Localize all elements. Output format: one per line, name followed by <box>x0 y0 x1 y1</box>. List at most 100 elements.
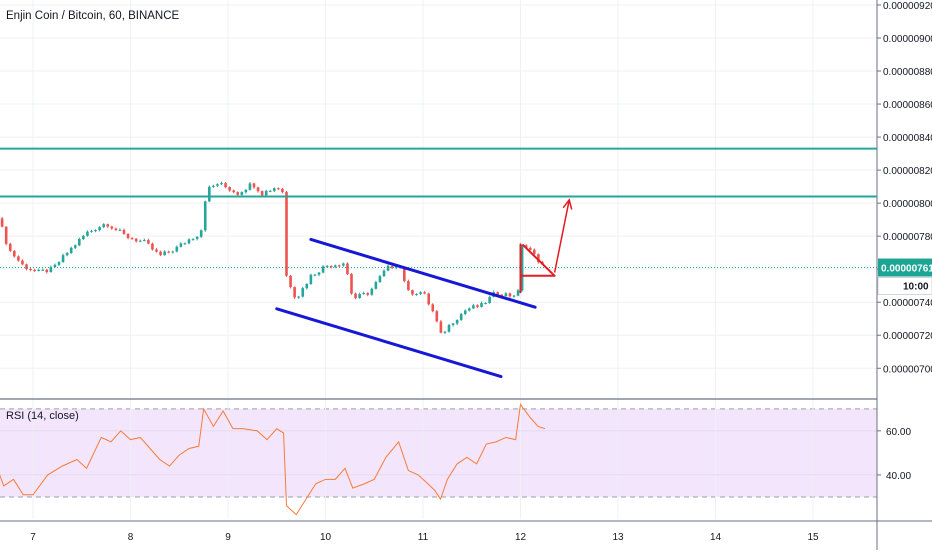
candle-body <box>346 263 349 275</box>
candle-body <box>427 293 430 305</box>
candle-body <box>220 183 223 185</box>
candle-body <box>183 243 187 245</box>
channel-lower-line <box>275 307 503 379</box>
candle-body <box>118 229 122 231</box>
candle-body <box>8 243 12 251</box>
candle-body <box>134 238 138 242</box>
candle-body <box>244 189 248 193</box>
price-tick-label: 0.00000880 <box>883 67 932 78</box>
candle-body <box>86 231 89 236</box>
chart-title: Enjin Coin / Bitcoin, 60, BINANCE <box>6 10 180 22</box>
candle-body <box>195 236 199 239</box>
candle-body <box>329 265 333 267</box>
candle-body <box>208 186 211 202</box>
candle-body <box>350 274 353 294</box>
candle-body <box>411 290 414 295</box>
candle-body <box>212 185 215 187</box>
candle-body <box>419 292 422 294</box>
candle-body <box>61 255 65 263</box>
candle-body <box>33 270 36 272</box>
candle-body <box>459 313 463 320</box>
candle-body <box>159 251 162 256</box>
candle-body <box>285 192 288 276</box>
candle-body <box>415 293 418 295</box>
rsi-title: RSI (14, close) <box>6 410 79 422</box>
price-tick-label: 0.00000780 <box>883 232 932 243</box>
candle-body <box>203 201 207 231</box>
rsi-band <box>0 408 877 497</box>
candle-body <box>273 188 276 191</box>
candle-body <box>435 311 439 322</box>
candle-body <box>374 282 378 289</box>
candle-body <box>143 240 146 242</box>
time-tick-label: 7 <box>30 532 36 543</box>
candle-body <box>431 304 435 312</box>
last-price-badge <box>878 258 932 277</box>
candle-body <box>191 238 195 240</box>
price-tick-label: 0.00000920 <box>883 1 932 12</box>
candle-body <box>53 264 57 268</box>
candle-body <box>496 292 500 295</box>
candle-body <box>69 247 73 253</box>
candle-body <box>41 269 45 271</box>
candle-body <box>45 269 49 273</box>
candle-body <box>240 192 244 195</box>
candle-body <box>484 302 487 304</box>
last-price-label: 0.00000761 <box>881 264 932 275</box>
candle-body <box>281 188 284 193</box>
candle-body <box>370 288 374 295</box>
candle-body <box>224 183 227 188</box>
time-tick-label: 14 <box>710 532 722 543</box>
candle-body <box>102 224 105 228</box>
candle-body <box>378 276 382 283</box>
candle-body <box>228 187 231 191</box>
candle-body <box>537 254 540 263</box>
candle-body <box>455 319 459 324</box>
candle-body <box>252 183 256 188</box>
candle-body <box>362 293 365 295</box>
price-tick-label: 0.00000900 <box>883 34 932 45</box>
price-tick-label: 0.00000740 <box>883 298 932 309</box>
candle-body <box>175 246 179 252</box>
candle-body <box>73 245 77 248</box>
candle-body <box>528 247 532 250</box>
candle-body <box>313 274 317 276</box>
candle-body <box>90 230 93 232</box>
candle-body <box>472 305 475 309</box>
candle-body <box>13 250 16 257</box>
candle-body <box>386 265 390 271</box>
candle-body <box>216 184 219 186</box>
candle-body <box>78 238 81 246</box>
candle-body <box>463 310 467 314</box>
candle-body <box>407 281 410 291</box>
price-tick-label: 0.00000800 <box>883 199 932 210</box>
candle-body <box>305 283 309 289</box>
candle-body <box>21 260 24 265</box>
price-tick-label: 0.00000840 <box>883 133 932 144</box>
candle-body <box>354 293 357 299</box>
time-tick-label: 9 <box>225 532 231 543</box>
countdown-badge <box>877 277 932 296</box>
candle-body <box>297 296 300 298</box>
candle-body <box>167 251 170 253</box>
candle-body <box>94 230 97 232</box>
candle-body <box>151 243 154 250</box>
candle-body <box>423 292 426 294</box>
candle-body <box>248 183 252 190</box>
candle-body <box>179 243 183 247</box>
candle-body <box>403 267 406 282</box>
candle-body <box>317 272 321 275</box>
candle-body <box>468 308 471 311</box>
candle-body <box>476 305 479 307</box>
candle-body <box>338 265 341 267</box>
candle-body <box>277 188 280 190</box>
candle-body <box>301 288 305 297</box>
candle-body <box>163 251 166 256</box>
candle-body <box>49 267 53 273</box>
candle-body <box>533 249 536 255</box>
candle-body <box>256 187 260 192</box>
candle-body <box>29 269 32 271</box>
candle-body <box>524 245 528 248</box>
